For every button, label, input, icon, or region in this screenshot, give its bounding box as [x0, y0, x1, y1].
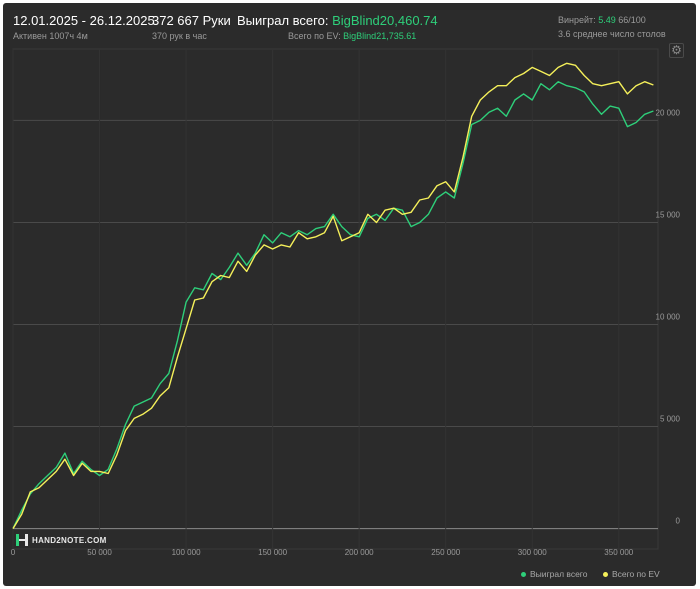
legend-item-won[interactable]: Выиграл всего: [521, 569, 587, 579]
ev-total-label: Всего по EV:: [288, 31, 341, 41]
series-line-won: [12, 80, 654, 529]
series-line-ev: [12, 62, 654, 529]
winrate-value: 5.49: [598, 15, 616, 25]
hands-count: 372 667 Руки: [152, 13, 231, 28]
y-tick-label: 0: [676, 517, 681, 526]
chart-panel: 12.01.2025 - 26.12.2025 Активен 1007ч 4м…: [3, 3, 696, 586]
winrate: Винрейт: 5.49 66/100: [558, 15, 646, 25]
x-tick-label: 200 000: [345, 548, 374, 557]
legend-item-ev[interactable]: Всего по EV: [603, 569, 660, 579]
hand2note-logo: HAND2NOTE.COM: [15, 533, 107, 547]
y-tick-label: 5 000: [660, 415, 681, 424]
active-time: Активен 1007ч 4м: [13, 31, 88, 41]
x-tick-label: 300 000: [518, 548, 547, 557]
x-tick-label: 0: [11, 548, 16, 557]
winrate-suffix: 66/100: [618, 15, 646, 25]
tables-average: 3.6 среднее число столов: [558, 29, 666, 39]
x-tick-label: 50 000: [87, 548, 112, 557]
y-tick-label: 10 000: [656, 313, 681, 322]
plot-frame: [12, 48, 659, 550]
y-tick-label: 20 000: [656, 108, 681, 117]
legend-swatch-ev: [603, 571, 608, 577]
date-range: 12.01.2025 - 26.12.2025: [13, 13, 155, 28]
y-tick-label: 15 000: [656, 210, 681, 219]
ev-total-value: BigBlind21,735.61: [343, 31, 417, 41]
winrate-label: Винрейт:: [558, 15, 596, 25]
legend-label-ev: Всего по EV: [612, 569, 660, 579]
h2n-logo-icon: [16, 534, 28, 546]
x-tick-label: 250 000: [431, 548, 460, 557]
logo-text: HAND2NOTE.COM: [32, 535, 107, 545]
won-total-label: Выиграл всего:: [237, 13, 329, 28]
won-total-value: BigBlind20,460.74: [332, 13, 438, 28]
gear-icon[interactable]: ⚙: [669, 43, 684, 58]
line-chart: 0 5 000 10 000 15 000 20 000 0 50 000 100 000 15…: [11, 48, 681, 557]
won-total: Выиграл всего: BigBlind20,460.74: [237, 13, 438, 28]
hands-per-hour: 370 рук в час: [152, 31, 207, 41]
ev-total: Всего по EV: BigBlind21,735.61: [288, 31, 416, 41]
x-tick-label: 150 000: [258, 548, 287, 557]
x-tick-label: 100 000: [172, 548, 201, 557]
legend-label-won: Выиграл всего: [530, 569, 588, 579]
legend-swatch-won: [521, 571, 526, 577]
x-tick-label: 350 000: [604, 548, 633, 557]
